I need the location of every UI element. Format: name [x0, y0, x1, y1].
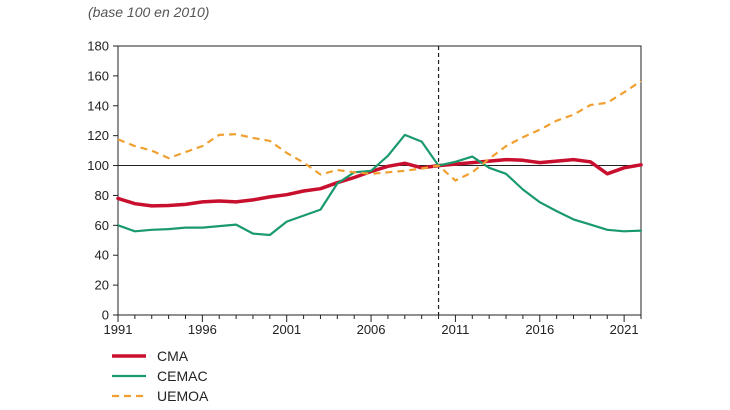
y-tick-label: 120 [87, 128, 109, 143]
chart-subtitle: (base 100 en 2010) [88, 4, 210, 20]
x-tick-label: 2011 [441, 322, 469, 337]
y-tick-label: 20 [95, 278, 109, 293]
y-tick-label: 180 [87, 39, 109, 54]
y-tick-label: 160 [87, 68, 109, 83]
x-tick-label: 2016 [525, 322, 554, 337]
x-tick-label: 2006 [357, 322, 386, 337]
series-line-uemoa [117, 80, 642, 182]
plot-frame [117, 45, 642, 316]
y-tick-label: 100 [87, 158, 109, 173]
series-line-cemac [116, 133, 643, 237]
x-tick-label: 1996 [188, 322, 217, 337]
x-tick-label: 2021 [610, 322, 639, 337]
y-tick-label: 140 [87, 98, 109, 113]
y-tick-label: 80 [95, 188, 109, 203]
y-tick-label: 60 [95, 218, 109, 233]
y-tick-label: 40 [95, 248, 109, 263]
x-tick-label: 1991 [104, 322, 133, 337]
series-line-cma [116, 157, 643, 208]
x-tick-label: 2001 [272, 322, 301, 337]
legend-label-cma: CMA [157, 348, 189, 364]
y-tick-label: 0 [102, 308, 109, 323]
legend-label-uemoa: UEMOA [157, 388, 209, 404]
legend-label-cemac: CEMAC [157, 368, 208, 384]
